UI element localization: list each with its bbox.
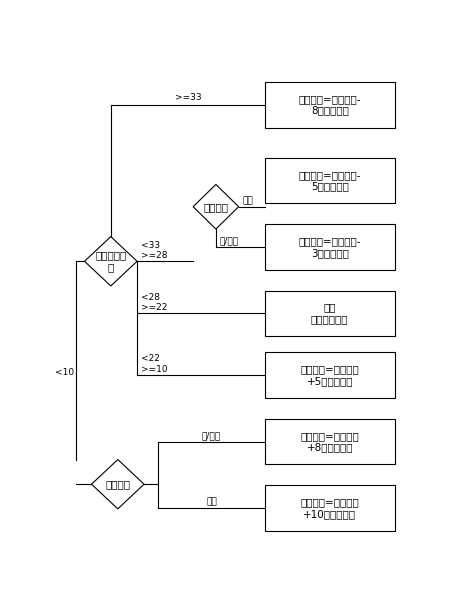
Text: 判断温度范
围: 判断温度范 围	[95, 251, 126, 272]
Bar	[264, 158, 394, 203]
Text: 判断季节: 判断季节	[105, 479, 130, 489]
Text: 判断季节: 判断季节	[203, 201, 228, 212]
Text: 警示
不启动空调器: 警示 不启动空调器	[310, 302, 348, 324]
Text: 冬季: 冬季	[242, 197, 253, 205]
Text: <33
>=28: <33 >=28	[140, 241, 167, 261]
Bar	[264, 82, 394, 128]
Text: 目标温度=当前温度
+10，制暖模式: 目标温度=当前温度 +10，制暖模式	[300, 497, 358, 519]
Polygon shape	[84, 237, 137, 286]
Bar	[264, 352, 394, 398]
Text: 春/秋季: 春/秋季	[202, 431, 221, 440]
Text: 目标温度=当前温度
+8，制暖模式: 目标温度=当前温度 +8，制暖模式	[300, 431, 358, 452]
Text: 目标温度=当前温度-
8，制冷模式: 目标温度=当前温度- 8，制冷模式	[298, 94, 360, 116]
Text: >=33: >=33	[174, 94, 201, 102]
Text: 目标温度=当前温度-
3，制冷模式: 目标温度=当前温度- 3，制冷模式	[298, 237, 360, 258]
Bar	[264, 291, 394, 336]
Text: <22
>=10: <22 >=10	[140, 354, 167, 374]
Text: 春/秋季: 春/秋季	[219, 237, 238, 246]
Text: <10: <10	[55, 368, 74, 377]
Polygon shape	[193, 184, 238, 229]
Bar	[264, 224, 394, 270]
Text: 冬季: 冬季	[206, 498, 216, 506]
Text: 目标温度=当前温度-
5，制冷模式: 目标温度=当前温度- 5，制冷模式	[298, 170, 360, 192]
Text: 目标温度=当前温度
+5，制暖模式: 目标温度=当前温度 +5，制暖模式	[300, 364, 358, 386]
Polygon shape	[91, 460, 144, 509]
Bar	[264, 419, 394, 464]
Bar	[264, 485, 394, 531]
Text: <28
>=22: <28 >=22	[140, 293, 166, 312]
